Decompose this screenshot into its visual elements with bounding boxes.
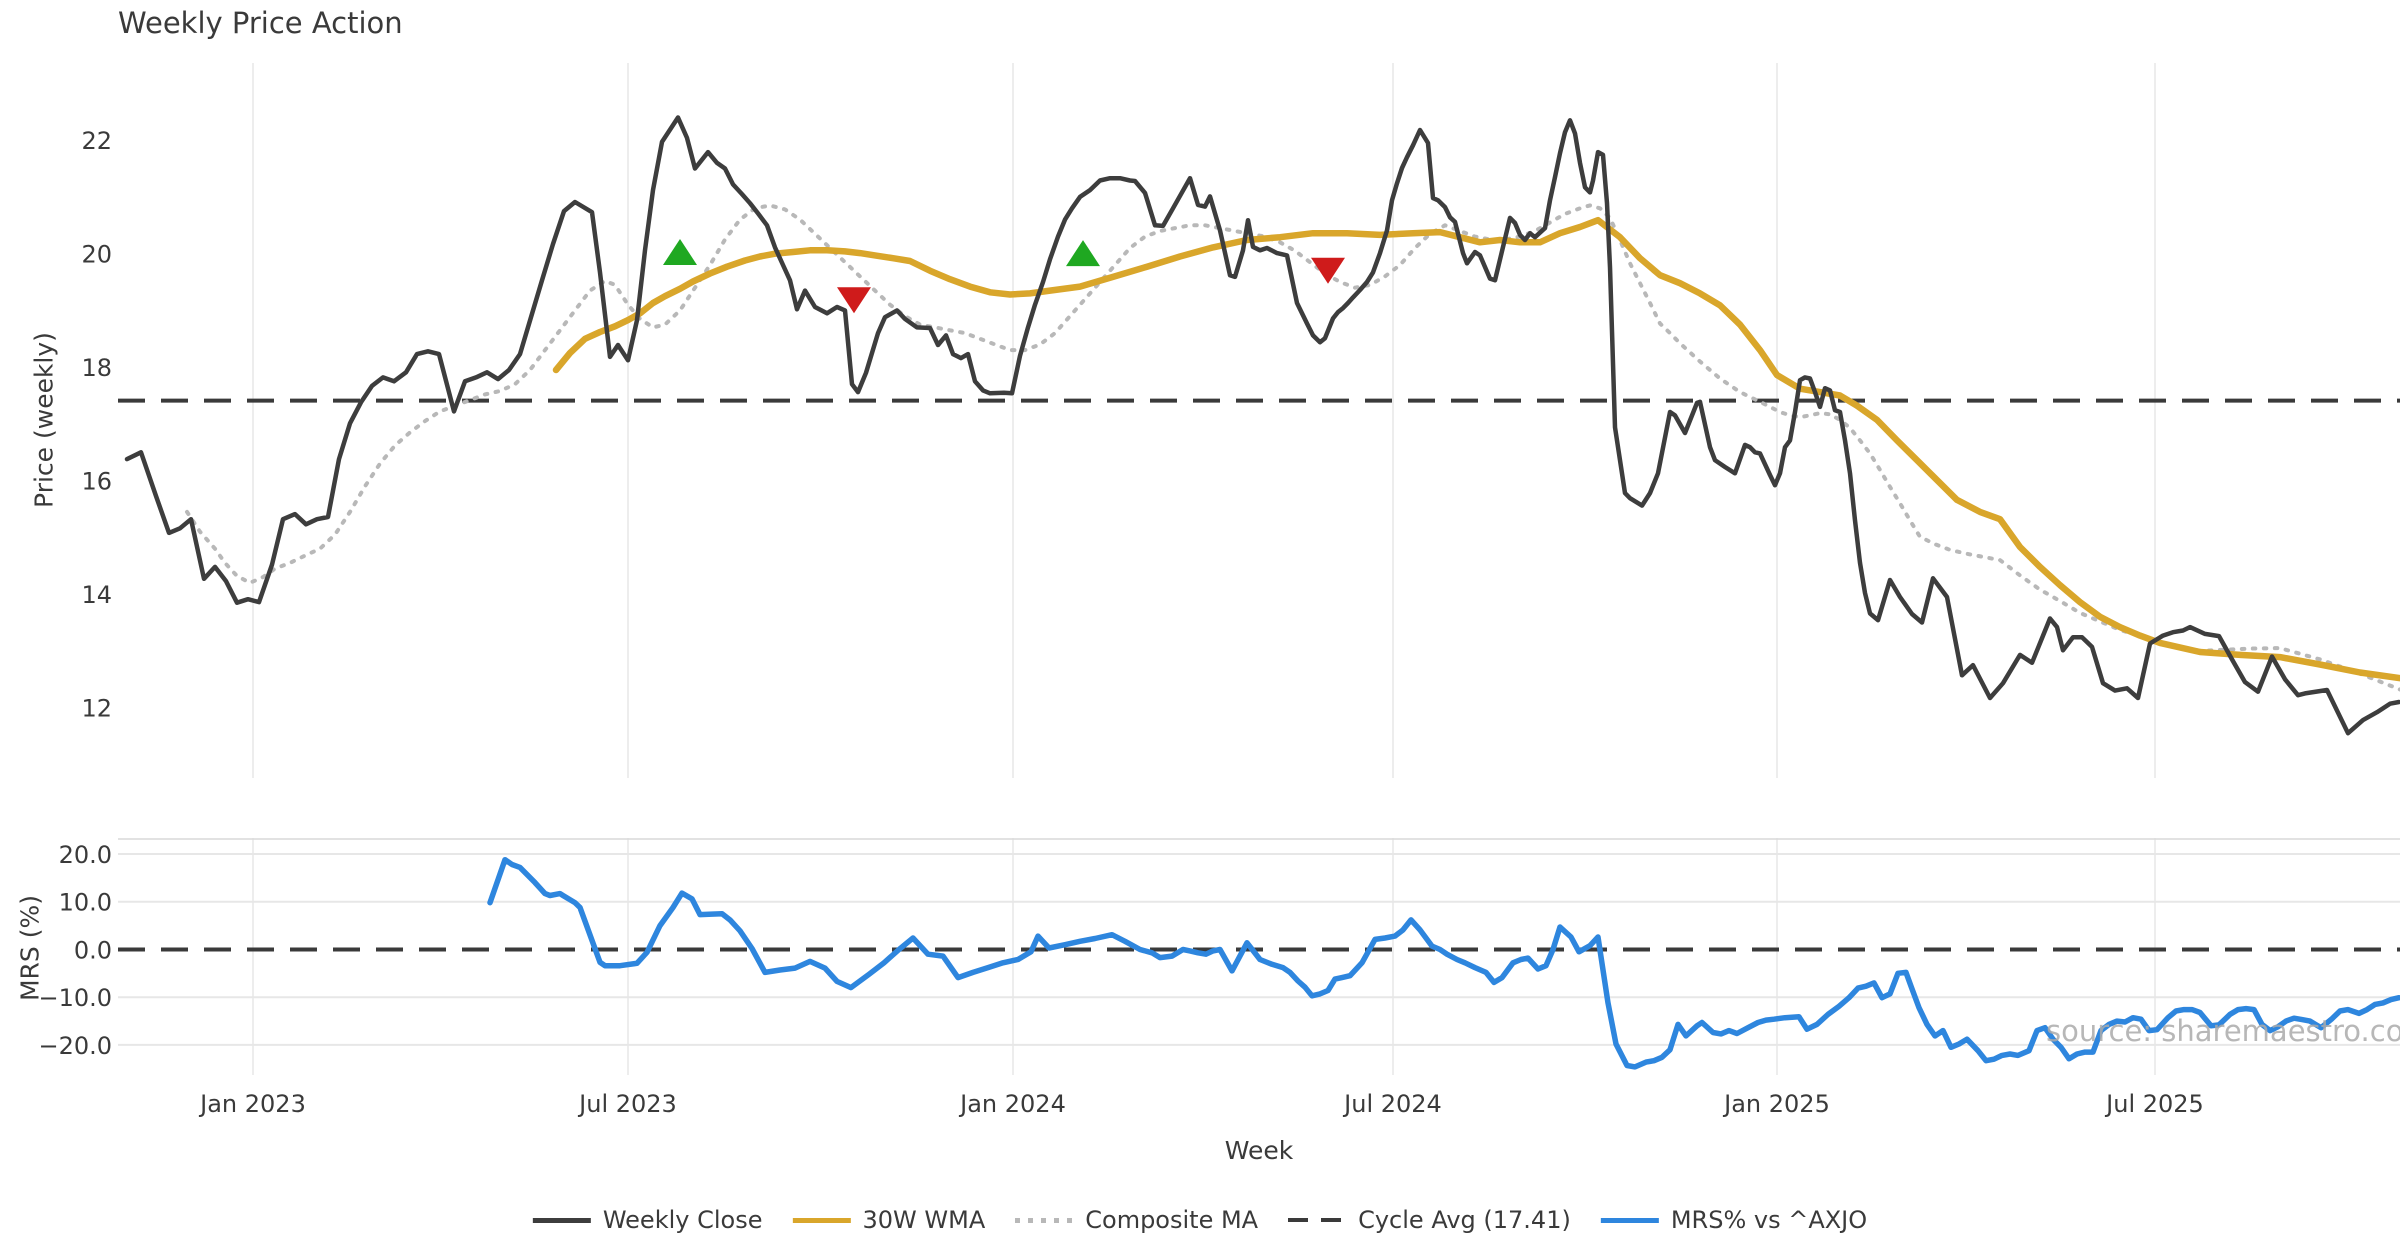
- solid-line-swatch-icon: [792, 1217, 851, 1223]
- legend-label: MRS% vs ^AXJO: [1670, 1206, 1868, 1234]
- legend: Weekly Close 30W WMA Composite MA Cycle …: [532, 1206, 1868, 1234]
- sell-signal-triangle-icon: [1311, 257, 1345, 284]
- legend-label: Cycle Avg (17.41): [1358, 1206, 1571, 1234]
- dashed-line-swatch-icon: [1288, 1218, 1347, 1222]
- watermark: source: sharemaestro.com: [2046, 1014, 2400, 1048]
- solid-line-swatch-icon: [532, 1217, 591, 1223]
- svg-text:Jul 2023: Jul 2023: [577, 1090, 677, 1118]
- mrs-axis-label: MRS (%): [15, 894, 45, 1002]
- legend-item-weekly-close: Weekly Close: [532, 1206, 763, 1234]
- sell-signal-triangle-icon: [837, 287, 871, 314]
- svg-text:−20.0: −20.0: [38, 1032, 112, 1060]
- legend-item-cycle-avg: Cycle Avg (17.41): [1288, 1206, 1571, 1234]
- svg-text:Jul 2025: Jul 2025: [2104, 1090, 2204, 1118]
- svg-text:Jan 2025: Jan 2025: [1722, 1090, 1830, 1118]
- svg-text:14: 14: [81, 581, 112, 609]
- buy-signal-triangle-icon: [663, 238, 697, 265]
- svg-text:0.0: 0.0: [74, 936, 112, 964]
- legend-label: Weekly Close: [602, 1206, 763, 1234]
- chart-title: Weekly Price Action: [118, 6, 403, 40]
- svg-text:20.0: 20.0: [59, 841, 112, 869]
- svg-text:10.0: 10.0: [59, 889, 112, 917]
- price-axis-label: Price (weekly): [29, 332, 59, 508]
- dotted-line-swatch-icon: [1015, 1217, 1074, 1223]
- solid-line-swatch-icon: [1600, 1217, 1659, 1223]
- svg-text:Jul 2024: Jul 2024: [1342, 1090, 1442, 1118]
- svg-text:22: 22: [81, 127, 112, 155]
- legend-label: Composite MA: [1085, 1206, 1259, 1234]
- legend-item-composite-ma: Composite MA: [1015, 1206, 1258, 1234]
- svg-text:−10.0: −10.0: [38, 984, 112, 1012]
- svg-text:Jan 2023: Jan 2023: [198, 1090, 306, 1118]
- svg-text:Jan 2024: Jan 2024: [958, 1090, 1066, 1118]
- buy-signal-triangle-icon: [1066, 240, 1100, 267]
- x-axis-label: Week: [1224, 1136, 1294, 1165]
- legend-item-30w-wma: 30W WMA: [792, 1206, 985, 1234]
- svg-text:12: 12: [81, 695, 112, 723]
- legend-label: 30W WMA: [862, 1206, 986, 1234]
- legend-item-mrs: MRS% vs ^AXJO: [1600, 1206, 1868, 1234]
- svg-text:16: 16: [81, 468, 112, 496]
- svg-text:18: 18: [81, 354, 112, 382]
- svg-text:20: 20: [81, 241, 112, 269]
